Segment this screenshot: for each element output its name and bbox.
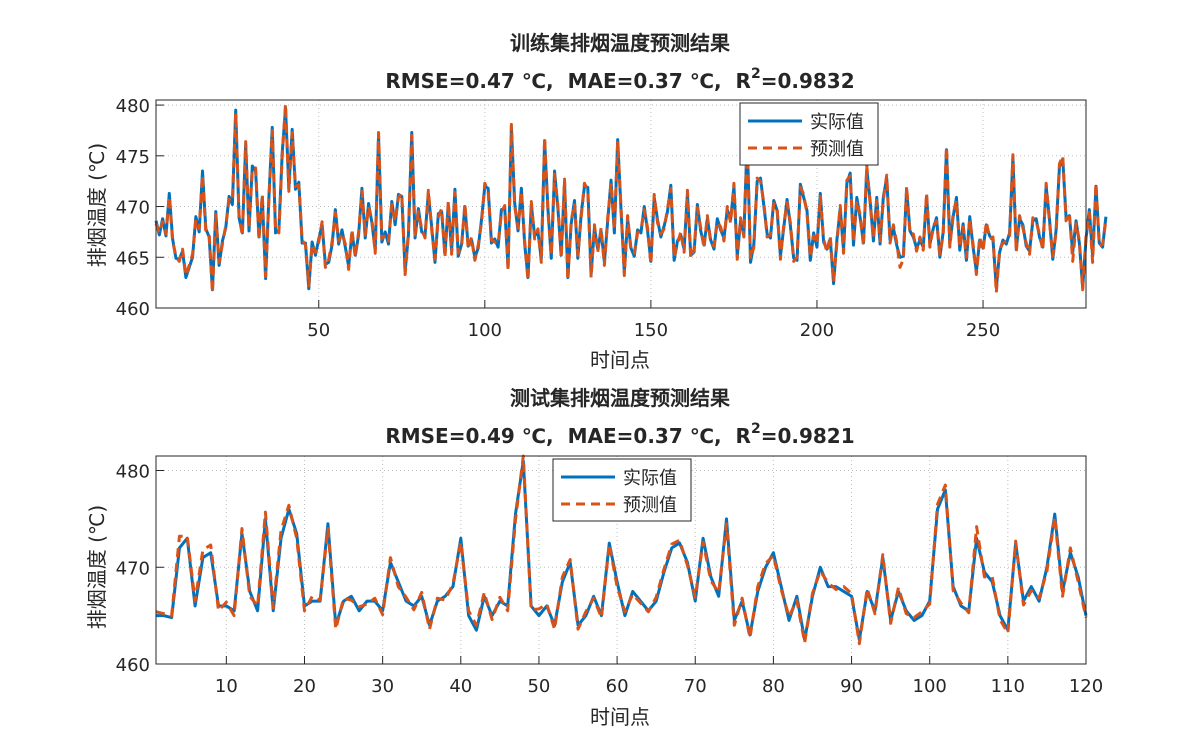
training-r2-label: R: [736, 69, 751, 93]
training-x-tick-label: 100: [468, 320, 502, 341]
training-y-tick-label: 470: [116, 198, 150, 219]
test-rmse: RMSE=0.49 ℃,: [385, 424, 553, 448]
training-y-label: 排烟温度 (℃): [85, 143, 109, 267]
test-x-tick-label: 50: [527, 676, 550, 697]
test-legend-actual-label: 实际值: [623, 468, 677, 489]
test-legend-box: [552, 458, 692, 522]
training-mae: MAE=0.37 ℃,: [568, 69, 722, 93]
test-legend-predicted-label: 预测值: [623, 495, 677, 516]
test-x-tick-label: 120: [1069, 676, 1103, 697]
test-r2-label: R: [736, 424, 751, 448]
test-chart-metrics: RMSE=0.49 ℃, MAE=0.37 ℃, R2=0.9821: [385, 421, 854, 448]
training-ticks: 50 100 150 200 250 460 465 470 475 480: [116, 96, 1001, 341]
test-x-tick-label: 80: [762, 676, 785, 697]
test-predicted-line: [155, 454, 1088, 646]
training-legend-actual-label: 实际值: [810, 112, 864, 133]
training-series: [154, 102, 1108, 295]
training-x-tick-label: 250: [966, 320, 1000, 341]
test-x-tick-label: 90: [840, 676, 863, 697]
test-y-tick-label: 460: [116, 655, 150, 676]
training-chart: 训练集排烟温度预测结果 RMSE=0.47 ℃, MAE=0.37 ℃, R2=0.…: [85, 31, 1108, 372]
test-x-tick-label: 60: [606, 676, 629, 697]
test-mae: MAE=0.37 ℃,: [568, 424, 722, 448]
training-r2-sup: 2: [751, 66, 761, 82]
test-x-tick-label: 40: [449, 676, 472, 697]
test-axes-box: [155, 455, 1087, 665]
training-legend: 实际值 预测值: [739, 102, 879, 166]
test-series: [155, 454, 1088, 646]
training-legend-box: [739, 102, 879, 166]
training-axes-box: [155, 99, 1087, 309]
test-y-tick-label: 470: [116, 558, 150, 579]
training-rmse: RMSE=0.47 ℃,: [385, 69, 553, 93]
training-y-tick-label: 465: [116, 248, 150, 269]
test-chart-title: 测试集排烟温度预测结果: [510, 386, 730, 410]
training-x-tick-label: 50: [307, 320, 330, 341]
test-y-tick-label: 480: [116, 462, 150, 483]
test-r2-sup: 2: [751, 421, 761, 437]
training-y-tick-label: 475: [116, 147, 150, 168]
training-x-label: 时间点: [590, 348, 650, 372]
test-legend: 实际值 预测值: [552, 458, 692, 522]
training-x-tick-label: 150: [634, 320, 668, 341]
training-predicted-line: [154, 102, 1108, 295]
test-x-tick-label: 70: [684, 676, 707, 697]
test-r2-value: =0.9821: [761, 424, 855, 448]
training-y-tick-label: 460: [116, 299, 150, 320]
test-x-tick-label: 100: [913, 676, 947, 697]
test-x-tick-label: 10: [215, 676, 238, 697]
training-x-tick-label: 200: [800, 320, 834, 341]
training-legend-predicted-label: 预测值: [810, 139, 864, 160]
test-x-tick-label: 20: [293, 676, 316, 697]
training-chart-title: 训练集排烟温度预测结果: [510, 31, 730, 55]
training-y-tick-label: 480: [116, 96, 150, 117]
test-x-tick-label: 30: [371, 676, 394, 697]
test-x-tick-label: 110: [991, 676, 1025, 697]
test-x-label: 时间点: [590, 705, 650, 729]
training-r2-value: =0.9832: [761, 69, 855, 93]
test-chart: 测试集排烟温度预测结果 RMSE=0.49 ℃, MAE=0.37 ℃, R2=0.…: [85, 386, 1103, 729]
test-ticks: 10 20 30 40 50 60 70 80 90 100 110 120 460 470 480: [116, 462, 1104, 697]
test-y-label: 排烟温度 (℃): [85, 505, 109, 629]
training-chart-metrics: RMSE=0.47 ℃, MAE=0.37 ℃, R2=0.9832: [385, 66, 854, 93]
